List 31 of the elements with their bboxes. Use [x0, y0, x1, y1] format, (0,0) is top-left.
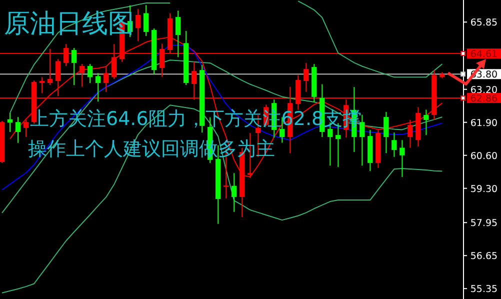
candlestick — [175, 10, 181, 58]
candlestick — [392, 132, 397, 158]
y-tick-label: 60.60 — [470, 150, 498, 162]
candlestick — [360, 114, 365, 166]
candlestick — [232, 172, 237, 212]
candlestick — [304, 62, 309, 92]
candlestick — [23, 119, 29, 138]
candlestick — [408, 119, 413, 148]
candlestick — [79, 63, 85, 88]
candlestick — [15, 116, 21, 144]
candlestick — [95, 72, 101, 102]
line-series — [2, 104, 443, 294]
y-tick-label: 59.30 — [470, 184, 498, 195]
y-tick-label: 55.35 — [470, 284, 498, 296]
y-tick-label: 65.85 — [470, 18, 498, 29]
ref-line-label: 62.86 — [470, 93, 498, 104]
ref-line-label: 64.61 — [470, 49, 498, 60]
candlestick — [87, 63, 93, 84]
candlestick — [103, 66, 109, 92]
candlestick — [400, 140, 405, 178]
candlestick — [39, 76, 45, 94]
y-tick-label: 56.65 — [470, 251, 498, 262]
candlestick — [143, 4, 149, 37]
y-tick-label: 61.90 — [470, 118, 498, 129]
y-tick-label: 63.20 — [470, 84, 498, 96]
candlestick — [135, 8, 141, 42]
y-tick-label: 57.95 — [470, 218, 498, 230]
candlestick — [424, 109, 429, 136]
candlestick — [71, 47, 77, 86]
line-series — [2, 44, 443, 190]
candlestick — [384, 111, 389, 154]
